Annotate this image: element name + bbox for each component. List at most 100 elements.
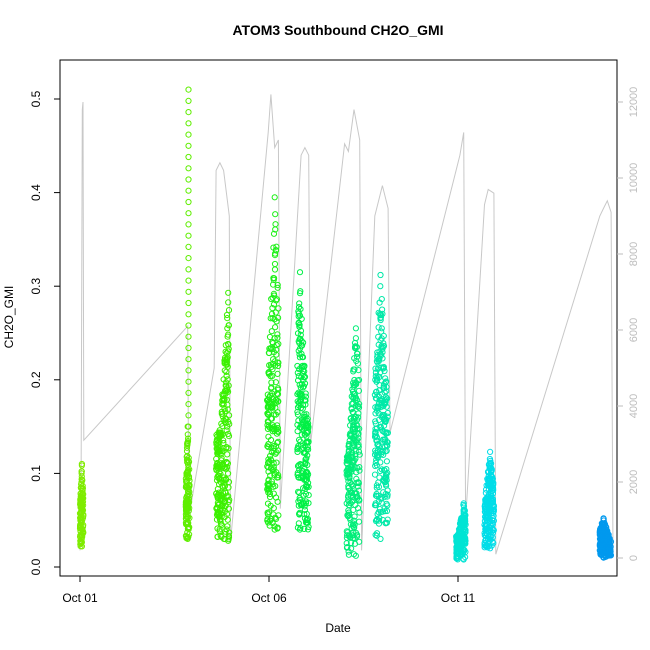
data-point — [77, 532, 84, 539]
data-point — [79, 477, 86, 484]
data-point — [378, 352, 385, 359]
data-point — [345, 455, 352, 462]
data-point — [455, 540, 462, 547]
chart-title: ATOM3 Southbound CH2O_GMI — [232, 22, 443, 38]
data-point — [379, 349, 386, 356]
data-point — [273, 296, 280, 303]
data-point — [272, 379, 279, 386]
data-point — [377, 314, 384, 321]
data-point — [272, 358, 279, 365]
data-point — [183, 444, 191, 451]
data-point — [483, 522, 491, 529]
data-point — [295, 320, 302, 327]
data-point — [220, 437, 227, 444]
data-point — [481, 521, 488, 529]
data-point — [381, 479, 389, 486]
data-point — [272, 221, 279, 228]
data-point — [485, 461, 492, 468]
data-point — [273, 449, 280, 456]
data-point — [295, 373, 302, 380]
data-point — [483, 541, 490, 549]
data-point — [183, 492, 191, 500]
data-point — [354, 442, 361, 449]
data-point — [78, 543, 86, 550]
data-point — [221, 479, 228, 486]
data-point — [374, 447, 381, 454]
data-point — [355, 403, 362, 410]
data-point — [305, 423, 312, 430]
data-point — [382, 519, 389, 527]
data-point — [351, 355, 358, 362]
data-point — [378, 335, 385, 342]
data-point — [265, 419, 272, 426]
data-point — [376, 474, 383, 481]
data-point — [299, 402, 307, 409]
data-point — [485, 473, 492, 480]
data-point — [185, 243, 192, 250]
right-tick-label: 12000 — [628, 87, 640, 118]
data-point — [383, 438, 390, 445]
data-point — [185, 86, 192, 93]
data-point — [375, 416, 383, 423]
data-point — [352, 390, 359, 397]
data-point — [226, 412, 233, 419]
data-point — [458, 515, 465, 522]
data-point — [377, 535, 384, 543]
data-point — [185, 165, 192, 172]
data-point — [381, 380, 388, 387]
data-point — [347, 539, 355, 547]
data-point — [274, 370, 281, 377]
data-point — [265, 411, 272, 419]
data-point — [214, 485, 221, 493]
data-point — [347, 533, 354, 541]
data-point — [267, 452, 274, 460]
data-point — [185, 488, 192, 495]
data-point — [296, 511, 303, 518]
data-point — [266, 493, 274, 501]
data-point — [268, 295, 275, 303]
data-point — [304, 526, 312, 533]
right-tick-label: 2000 — [628, 470, 640, 494]
data-point — [224, 315, 231, 322]
data-point — [226, 529, 233, 536]
data-point — [185, 378, 192, 385]
data-point — [185, 288, 192, 295]
data-point — [598, 545, 606, 552]
data-point — [185, 299, 192, 307]
data-point — [78, 470, 85, 477]
data-point — [294, 448, 301, 455]
data-point — [372, 369, 379, 376]
data-point — [265, 456, 272, 463]
data-point — [343, 528, 350, 535]
data-point — [606, 537, 613, 544]
data-point — [351, 513, 358, 520]
data-point — [454, 531, 461, 538]
data-point — [185, 503, 192, 510]
data-point — [268, 379, 275, 386]
data-point — [378, 343, 385, 350]
data-point — [225, 433, 233, 440]
data-point — [601, 533, 608, 541]
data-point — [275, 362, 282, 370]
data-point — [265, 400, 272, 407]
data-point — [488, 466, 495, 473]
data-point — [305, 483, 312, 490]
data-point — [296, 300, 303, 307]
data-point — [462, 527, 469, 534]
data-point — [295, 313, 302, 320]
y-tick-label: 0.1 — [29, 465, 43, 482]
data-point — [377, 467, 384, 475]
data-point — [298, 363, 305, 370]
data-point — [225, 331, 232, 338]
flight-group-10 — [596, 515, 615, 561]
data-point — [268, 516, 275, 523]
data-point — [372, 376, 379, 383]
data-point — [483, 500, 491, 507]
data-point — [296, 436, 303, 443]
data-point — [218, 513, 225, 520]
data-point — [481, 530, 488, 537]
data-point — [184, 500, 191, 507]
data-point — [185, 322, 192, 329]
data-point — [273, 351, 280, 358]
data-point — [296, 526, 304, 533]
